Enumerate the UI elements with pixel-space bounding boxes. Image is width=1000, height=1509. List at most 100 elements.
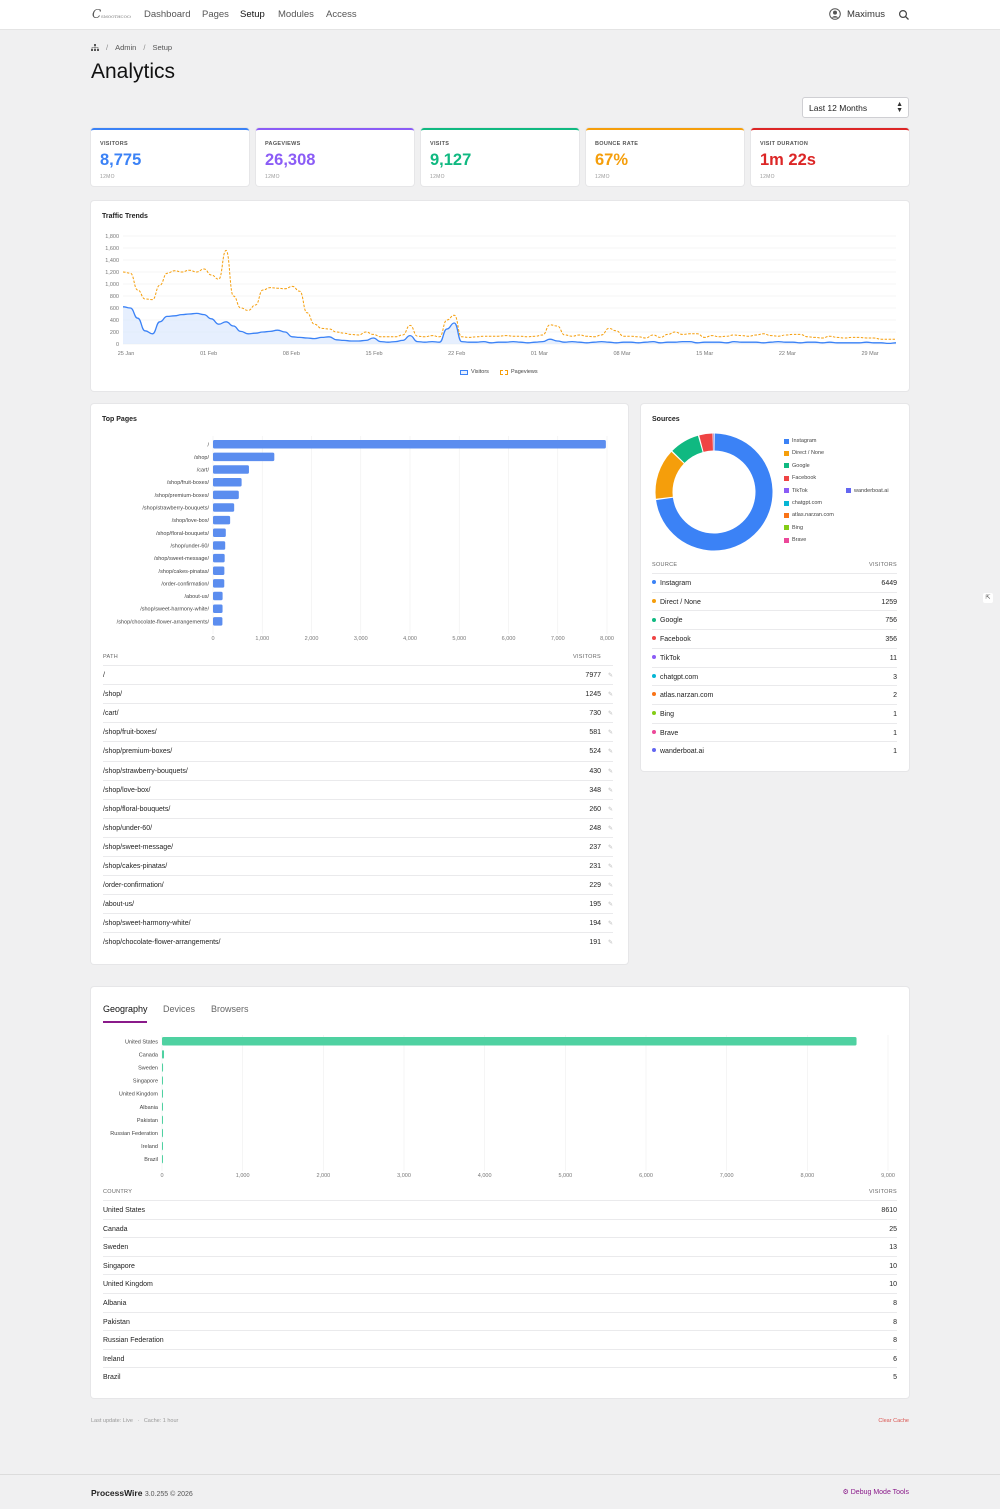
page-path[interactable]: /shop/fruit-boxes/ — [103, 729, 157, 737]
legend-pageviews[interactable]: Pageviews — [500, 369, 538, 375]
page-path[interactable]: /shop/under-60/ — [103, 824, 153, 832]
bar[interactable] — [213, 541, 226, 550]
edit-pencil-icon[interactable]: ✎ — [607, 711, 613, 718]
donut-legend-item[interactable]: Google — [784, 463, 810, 469]
page-path[interactable]: /shop/ — [103, 691, 123, 699]
bar[interactable] — [213, 553, 225, 563]
page-path[interactable]: / — [103, 672, 105, 679]
legend-swatch — [784, 475, 789, 481]
donut-legend-item[interactable]: Instagram — [784, 438, 816, 444]
donut-legend-item[interactable]: Direct / None — [784, 450, 824, 456]
clear-cache-link[interactable]: Clear Cache — [878, 1418, 909, 1424]
bar[interactable] — [213, 617, 223, 626]
bar[interactable] — [213, 528, 226, 538]
stat-value: 26,308 — [265, 151, 316, 169]
donut-legend-item[interactable]: atlas.narzan.com — [784, 512, 834, 518]
page-path[interactable]: /about-us/ — [103, 901, 135, 909]
page-path[interactable]: /shop/sweet-harmony-white/ — [103, 920, 191, 928]
bar[interactable] — [162, 1115, 163, 1125]
edit-pencil-icon[interactable]: ✎ — [607, 921, 613, 928]
bar[interactable] — [213, 566, 225, 576]
debug-mode-tools-link[interactable]: ⚙ Debug Mode Tools — [843, 1488, 909, 1496]
edit-pencil-icon[interactable]: ✎ — [607, 730, 613, 737]
site-logo[interactable]: C SMOOTHCOCO — [91, 4, 134, 24]
tab-geography[interactable]: Geography — [103, 1004, 148, 1014]
bar[interactable] — [162, 1154, 163, 1164]
edit-pencil-icon[interactable]: ✎ — [607, 825, 613, 832]
sitemap-icon[interactable] — [91, 44, 99, 51]
breadcrumb-admin[interactable]: Admin — [115, 43, 137, 52]
country-row: United Kingdom 10 — [103, 1274, 897, 1293]
search-icon[interactable] — [898, 9, 910, 21]
page-path[interactable]: /shop/strawberry-bouquets/ — [103, 767, 188, 775]
legend-visitors[interactable]: Visitors — [460, 369, 489, 375]
donut-slice[interactable] — [655, 451, 684, 499]
edit-pencil-icon[interactable]: ✎ — [607, 902, 613, 909]
page-path[interactable]: /cart/ — [103, 710, 119, 718]
bar[interactable] — [213, 452, 275, 462]
bar[interactable] — [213, 440, 606, 449]
bar[interactable] — [162, 1037, 857, 1046]
page-path[interactable]: /order-confirmation/ — [103, 882, 164, 890]
donut-slice[interactable] — [672, 435, 703, 463]
nav-access[interactable]: Access — [326, 9, 357, 20]
page-path[interactable]: /shop/love-box/ — [103, 786, 151, 794]
donut-legend-item[interactable]: wanderboat.ai — [846, 488, 889, 494]
edit-pencil-icon[interactable]: ✎ — [607, 749, 613, 756]
bar[interactable] — [162, 1128, 163, 1138]
bar[interactable] — [213, 604, 223, 613]
donut-slice[interactable] — [713, 433, 714, 451]
page-path[interactable]: /shop/chocolate-flower-arrangements/ — [103, 939, 221, 947]
nav-pages[interactable]: Pages — [202, 9, 229, 20]
bar[interactable] — [213, 490, 239, 500]
bar[interactable] — [213, 579, 225, 588]
col-visitors: VISITORS — [573, 654, 601, 660]
page-path[interactable]: /shop/cakes-pinatas/ — [103, 863, 168, 870]
nav-setup[interactable]: Setup — [240, 9, 265, 20]
edit-pencil-icon[interactable]: ✎ — [607, 940, 613, 947]
donut-legend-item[interactable]: Bing — [784, 525, 803, 531]
bar[interactable] — [213, 515, 231, 525]
bar[interactable] — [213, 477, 242, 487]
donut-legend-item[interactable]: Facebook — [784, 475, 816, 481]
bar[interactable] — [213, 465, 249, 474]
bar[interactable] — [162, 1089, 163, 1098]
page-path[interactable]: /shop/sweet-message/ — [103, 843, 174, 851]
edit-pencil-icon[interactable]: ✎ — [607, 806, 613, 813]
bar[interactable] — [162, 1063, 164, 1072]
breadcrumb-setup[interactable]: Setup — [152, 43, 173, 52]
stat-label: VISITORS — [100, 141, 128, 147]
bar[interactable] — [213, 503, 235, 512]
sources-table: SOURCE VISITORS Instagram 6449 Direct / No… — [652, 562, 897, 762]
edit-pencil-icon[interactable]: ✎ — [607, 787, 613, 794]
donut-slice[interactable] — [699, 433, 713, 452]
country-row: Pakistan 8 — [103, 1311, 897, 1331]
collapse-sidebar-icon[interactable]: ⇱ — [983, 593, 993, 603]
edit-pencil-icon[interactable]: ✎ — [607, 883, 613, 890]
page-path[interactable]: /shop/floral-bouquets/ — [103, 805, 171, 813]
page-visitors: 260 — [589, 805, 601, 813]
x-tick-label: 15 Feb — [365, 351, 382, 357]
nav-dashboard[interactable]: Dashboard — [144, 9, 191, 20]
edit-pencil-icon[interactable]: ✎ — [607, 844, 613, 851]
source-row: Direct / None 1259 — [652, 591, 897, 611]
bar[interactable] — [213, 591, 223, 601]
donut-legend-item[interactable]: TikTok — [784, 488, 808, 494]
donut-legend-item[interactable]: chatgpt.com — [784, 500, 822, 506]
tab-browsers[interactable]: Browsers — [211, 1004, 249, 1014]
bar[interactable] — [162, 1076, 163, 1085]
bar[interactable] — [162, 1102, 163, 1112]
edit-pencil-icon[interactable]: ✎ — [607, 673, 613, 679]
nav-modules[interactable]: Modules — [278, 9, 314, 20]
legend-pageviews-label: Pageviews — [511, 369, 538, 375]
page-path[interactable]: /shop/premium-boxes/ — [103, 748, 173, 756]
edit-pencil-icon[interactable]: ✎ — [607, 692, 613, 699]
bar[interactable] — [162, 1141, 163, 1151]
edit-pencil-icon[interactable]: ✎ — [607, 864, 613, 870]
donut-legend-item[interactable]: Brave — [784, 537, 806, 543]
user-menu[interactable]: Maximus — [829, 8, 885, 20]
date-range-select[interactable]: Last 12 Months ▲ ▼ — [802, 97, 909, 118]
bar[interactable] — [162, 1050, 165, 1059]
edit-pencil-icon[interactable]: ✎ — [607, 768, 613, 775]
tab-devices[interactable]: Devices — [163, 1004, 196, 1014]
